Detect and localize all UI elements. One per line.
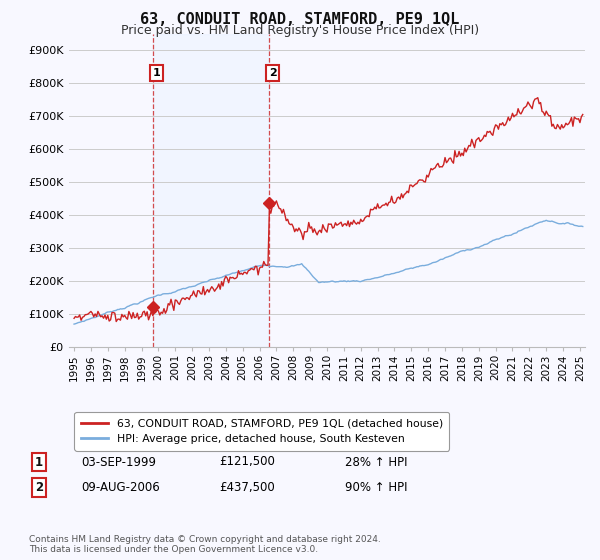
- Legend: 63, CONDUIT ROAD, STAMFORD, PE9 1QL (detached house), HPI: Average price, detach: 63, CONDUIT ROAD, STAMFORD, PE9 1QL (det…: [74, 412, 449, 451]
- Text: 1: 1: [35, 455, 43, 469]
- Bar: [153, 34, 269, 347]
- Text: 1: 1: [152, 68, 160, 78]
- Text: 28% ↑ HPI: 28% ↑ HPI: [345, 455, 407, 469]
- Text: £437,500: £437,500: [219, 480, 275, 494]
- Text: 09-AUG-2006: 09-AUG-2006: [81, 480, 160, 494]
- Text: 63, CONDUIT ROAD, STAMFORD, PE9 1QL: 63, CONDUIT ROAD, STAMFORD, PE9 1QL: [140, 12, 460, 27]
- Text: Price paid vs. HM Land Registry's House Price Index (HPI): Price paid vs. HM Land Registry's House …: [121, 24, 479, 37]
- Text: 2: 2: [269, 68, 277, 78]
- Text: £121,500: £121,500: [219, 455, 275, 469]
- Text: 03-SEP-1999: 03-SEP-1999: [81, 455, 156, 469]
- Text: 2: 2: [35, 480, 43, 494]
- Text: Contains HM Land Registry data © Crown copyright and database right 2024.
This d: Contains HM Land Registry data © Crown c…: [29, 535, 380, 554]
- Text: 90% ↑ HPI: 90% ↑ HPI: [345, 480, 407, 494]
